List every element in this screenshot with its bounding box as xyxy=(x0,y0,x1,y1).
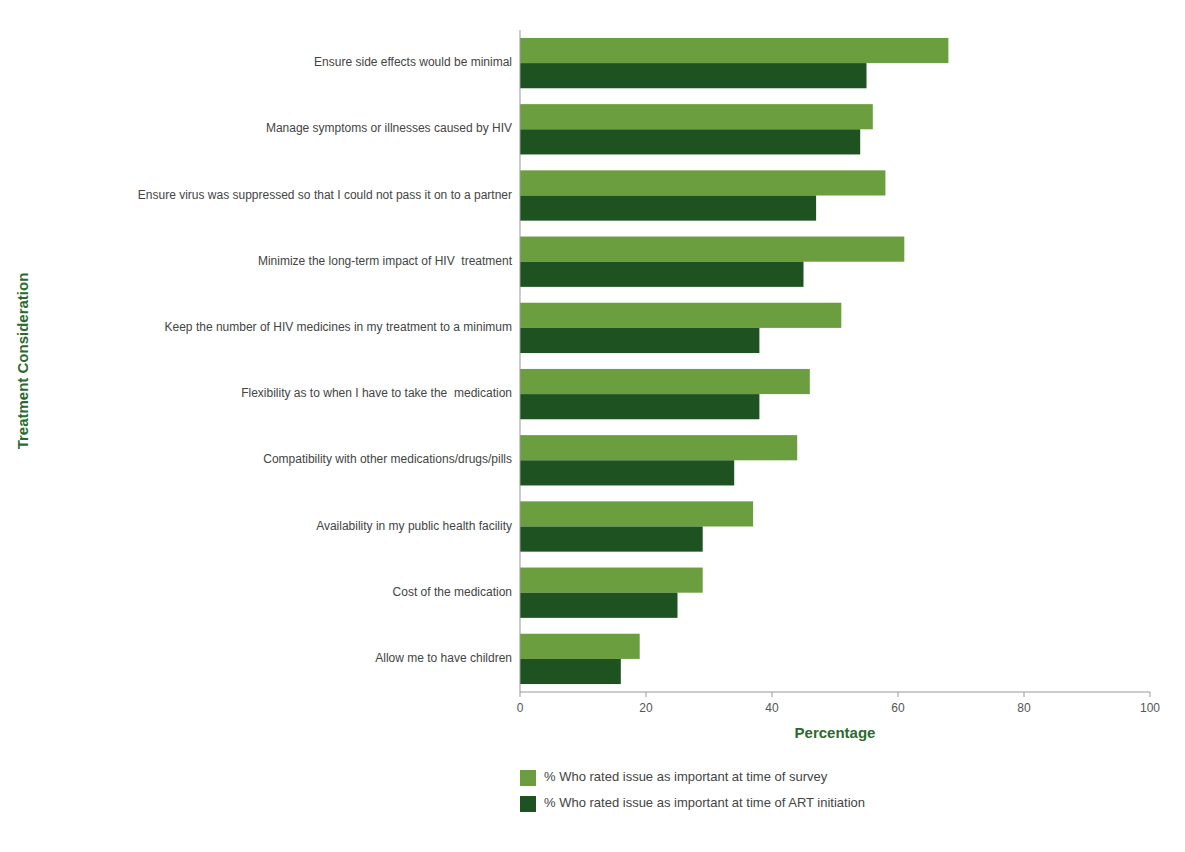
bar xyxy=(520,170,885,195)
bar xyxy=(520,659,621,684)
x-tick xyxy=(898,692,899,697)
bar xyxy=(520,63,867,88)
x-tick xyxy=(520,692,521,697)
category-label: Availability in my public health facilit… xyxy=(316,519,512,533)
bar xyxy=(520,527,703,552)
x-tick-label: 60 xyxy=(891,701,905,715)
x-tick-label: 80 xyxy=(1017,701,1031,715)
category-label: Allow me to have children xyxy=(375,651,512,665)
x-tick-label: 40 xyxy=(765,701,779,715)
legend-swatch xyxy=(520,796,536,812)
category-label: Flexibility as to when I have to take th… xyxy=(241,386,512,400)
y-axis-line xyxy=(520,30,521,692)
bar xyxy=(520,568,703,593)
legend-label: % Who rated issue as important at time o… xyxy=(544,795,865,810)
x-tick xyxy=(1150,692,1151,697)
category-label: Cost of the medication xyxy=(393,585,512,599)
bar xyxy=(520,435,797,460)
category-label: Compatibility with other medications/dru… xyxy=(263,452,512,466)
x-tick xyxy=(646,692,647,697)
bar xyxy=(520,104,873,129)
bar xyxy=(520,593,678,618)
bar xyxy=(520,38,948,63)
chart: 0 20 40 60 80 100 Ensure side effects would be… xyxy=(0,0,1185,852)
category-label: Manage symptoms or illnesses caused by H… xyxy=(266,121,512,135)
x-axis-line xyxy=(520,692,1150,693)
bar xyxy=(520,129,860,154)
category-label: Ensure side effects would be minimal xyxy=(314,55,512,69)
y-axis-title: Treatment Consideration xyxy=(14,273,31,450)
bar xyxy=(520,262,804,287)
bars xyxy=(520,38,948,684)
x-tick-label: 20 xyxy=(639,701,653,715)
category-label: Keep the number of HIV medicines in my t… xyxy=(165,320,512,334)
bar xyxy=(520,328,759,353)
bar xyxy=(520,196,816,221)
category-label: Minimize the long-term impact of HIV tre… xyxy=(258,254,513,268)
legend: % Who rated issue as important at time o… xyxy=(520,769,865,812)
x-tick-label: 100 xyxy=(1140,701,1160,715)
x-tick-label: 0 xyxy=(517,701,524,715)
bar xyxy=(520,634,640,659)
bar xyxy=(520,369,810,394)
bar xyxy=(520,501,753,526)
bar xyxy=(520,237,904,262)
legend-swatch xyxy=(520,770,536,786)
bar xyxy=(520,460,734,485)
x-tick xyxy=(1024,692,1025,697)
bar xyxy=(520,303,841,328)
legend-label: % Who rated issue as important at time o… xyxy=(544,769,828,784)
x-axis-title: Percentage xyxy=(795,724,876,741)
category-label: Ensure virus was suppressed so that I co… xyxy=(138,188,512,202)
x-tick xyxy=(772,692,773,697)
bar xyxy=(520,394,759,419)
